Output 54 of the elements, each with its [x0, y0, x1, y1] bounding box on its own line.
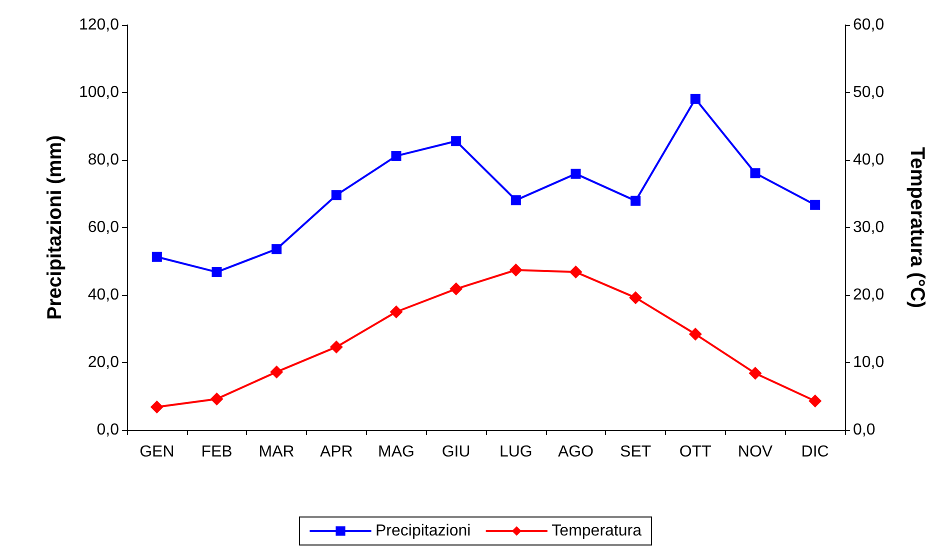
x-tick-label: GIU — [442, 444, 470, 460]
point — [150, 400, 164, 414]
point — [810, 200, 820, 210]
x-tick-label: MAG — [378, 444, 414, 460]
point — [450, 282, 463, 296]
point — [270, 365, 284, 378]
y2-tick-label: 50,0 — [853, 84, 884, 101]
point — [210, 392, 224, 406]
point — [748, 366, 762, 380]
x-tick-label: OTT — [679, 444, 712, 460]
legend-label: Temperatura — [552, 522, 642, 540]
point — [391, 150, 402, 161]
y-tick-label: 100,0 — [78, 84, 120, 101]
x-tick-label: APR — [320, 444, 353, 460]
y-tick-label: 20,0 — [88, 354, 120, 371]
x-tick-label: GEN — [140, 444, 174, 460]
point — [451, 136, 462, 146]
point — [330, 340, 343, 354]
point — [510, 195, 521, 206]
y2-tick-label: 40,0 — [853, 152, 884, 168]
point — [331, 190, 342, 200]
y2-tick-label: 60,0 — [853, 16, 884, 34]
x-tick-label: NOV — [738, 444, 773, 460]
y-tick-label: 0,0 — [96, 422, 120, 438]
y2-tick-label: 30,0 — [853, 219, 884, 236]
x-tick-label: DIC — [801, 444, 829, 460]
point — [212, 267, 222, 278]
x-tick-label: AGO — [558, 444, 594, 460]
x-tick-label: LUG — [499, 444, 532, 460]
y2-tick-label: 10,0 — [853, 354, 884, 371]
point — [272, 244, 282, 254]
point — [629, 291, 642, 304]
y2-tick-label: 0,0 — [853, 422, 876, 438]
legend-label: Precipitazioni — [376, 522, 471, 540]
x-tick-label: FEB — [201, 444, 232, 460]
y-tick-label: 80,0 — [88, 152, 120, 168]
x-tick-label: MAR — [258, 444, 294, 460]
point — [750, 168, 760, 178]
x-tick-label: SET — [620, 444, 652, 460]
point — [570, 168, 581, 179]
y-tick-label: 60,0 — [88, 219, 120, 236]
point — [152, 252, 162, 262]
point — [688, 328, 702, 341]
y2-tick-label: 20,0 — [853, 286, 884, 304]
point — [569, 266, 582, 279]
point — [509, 264, 522, 277]
y2-axis-title: Temperatura (°C) — [906, 147, 928, 308]
point — [808, 394, 822, 408]
y-tick-label: 120,0 — [78, 16, 120, 34]
point — [690, 94, 700, 104]
point — [390, 305, 403, 318]
y-axis-title: Precipitazioni (mm) — [44, 135, 66, 320]
y-tick-label: 40,0 — [88, 286, 120, 304]
point — [630, 196, 641, 206]
